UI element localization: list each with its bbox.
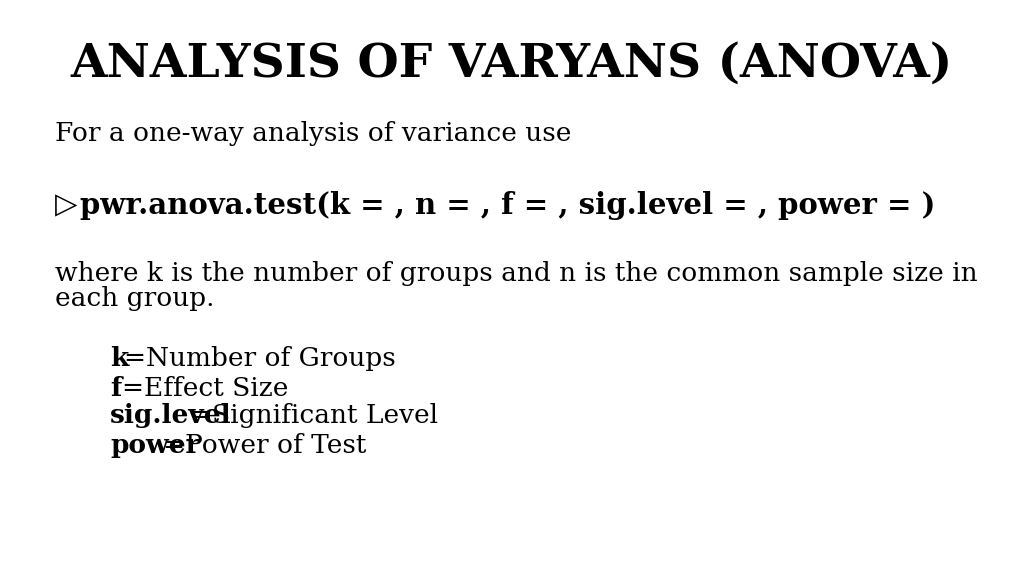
Text: ▷: ▷	[55, 191, 78, 219]
Text: k: k	[110, 346, 128, 371]
Text: For a one-way analysis of variance use: For a one-way analysis of variance use	[55, 121, 571, 146]
Text: where k is the number of groups and n is the common sample size in: where k is the number of groups and n is…	[55, 261, 978, 286]
Text: sig.level: sig.level	[110, 403, 231, 428]
Text: =Power of Test: =Power of Test	[163, 433, 367, 458]
Text: ANALYSIS OF VARYANS (ANOVA): ANALYSIS OF VARYANS (ANOVA)	[71, 41, 953, 87]
Text: each group.: each group.	[55, 286, 214, 311]
Text: =Significant Level: =Significant Level	[190, 403, 438, 428]
Text: pwr.anova.test(k = , n = , f = , sig.level = , power = ): pwr.anova.test(k = , n = , f = , sig.lev…	[80, 191, 935, 220]
Text: =Number of Groups: =Number of Groups	[124, 346, 395, 371]
Text: power: power	[110, 433, 200, 458]
Text: =Effect Size: =Effect Size	[122, 376, 289, 401]
Text: f: f	[110, 376, 121, 401]
